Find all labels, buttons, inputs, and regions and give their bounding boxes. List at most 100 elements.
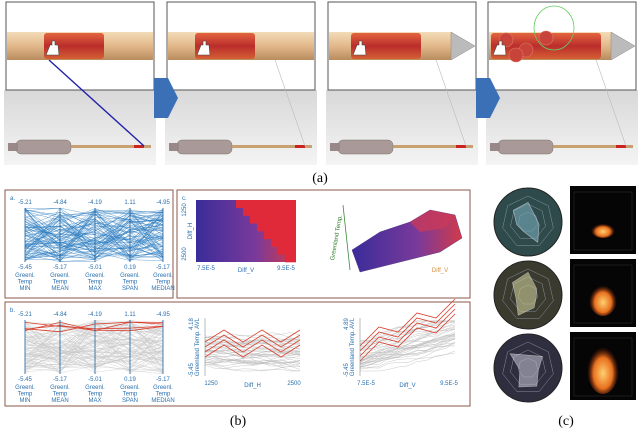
axis-label: Greenl. [50,385,70,391]
cell [498,32,514,48]
y-top: 1250 [182,203,188,217]
axis-min: -5.45 [18,265,32,271]
trace [204,336,301,349]
trace [204,356,301,365]
axis-label: MAX [88,398,101,404]
axis-min: -5.17 [53,377,67,383]
x-label: Diff_V [399,383,415,389]
trace [359,338,456,366]
cell [538,30,554,46]
trace [359,350,456,369]
radar-shape [512,202,540,243]
needle [553,145,633,148]
trace [359,342,456,368]
trace [359,320,456,356]
axis-label: MAX [88,286,101,292]
selected-trace [359,298,456,347]
y-label: Diff_H [188,223,194,240]
axis-max: -5.21 [18,312,32,318]
radar-shape [509,353,543,388]
needle [71,145,151,148]
axis-min: 0.19 [124,377,136,383]
axis-min: 0.19 [124,265,136,271]
hand-cursor [492,40,507,56]
trace [204,355,301,365]
axis-max: -4.95 [156,200,170,206]
panel-label: b. [10,308,15,314]
needle [232,145,312,148]
trace [359,338,456,362]
trace [204,342,301,350]
trace [204,361,301,372]
axis-label: Greenl. [15,385,35,391]
trace [359,329,456,362]
selected-trace [204,344,301,358]
axis-label: Greenl. [153,385,173,391]
needle-hot [616,145,626,148]
trace [359,335,456,362]
needle-hot [295,145,305,148]
axis-label: Temp [88,392,103,398]
radar-ring [502,341,554,392]
render-view [570,186,636,254]
panel-label: a. [10,196,15,202]
trace [204,356,301,365]
tube-tip [610,31,636,61]
axis-max: 1.11 [124,312,136,318]
panel-label: c. [182,196,187,202]
trace [204,350,301,360]
step-arrow [154,78,178,118]
heatmap-red [236,200,296,209]
step-arrow [476,78,500,118]
link-line [48,59,145,147]
probe-range [533,5,575,51]
link-line [274,59,306,147]
flame [587,342,619,394]
device-body [15,139,72,155]
axis-label: Temp [156,392,171,398]
trace [204,360,301,370]
axis-max: -4.95 [156,312,170,318]
radar-ring [502,268,554,319]
trace [204,358,301,365]
axis-min: -5.45 [18,377,32,383]
radar-ring [502,195,554,246]
axis-max: -4.19 [88,200,102,206]
y-bottom: -5.45 [344,363,350,377]
selected-trace [359,308,456,357]
axis-label: MEDIAN [151,398,174,404]
device-body [497,139,554,155]
y-bottom: -5.45 [189,363,195,377]
axis-label: Greenl. [85,273,105,279]
device-cap [169,143,179,151]
axis-label: MEDIAN [151,286,174,292]
axis-label: Temp [123,280,138,286]
needle-hot [134,145,144,148]
device-body [176,139,233,155]
z-axis [342,204,351,271]
trace [204,350,301,358]
trace [359,343,456,365]
axis-label: Temp [88,280,103,286]
trace [204,363,300,372]
flame [591,222,615,238]
hand-cursor [352,40,367,56]
device-body [337,139,394,155]
axis-max: -4.84 [53,312,67,318]
heatmap-red [271,238,296,247]
axis-max: -4.84 [53,200,67,206]
tube-tip [450,31,476,61]
cell [508,47,524,63]
heated-region [351,33,421,59]
trace [204,337,301,344]
render-box [573,337,633,397]
radar-shape [512,271,537,316]
trace [359,327,456,358]
link-line [435,59,467,147]
y-label: Greenland Temp. AVL [195,317,201,376]
axis-label: Temp [18,392,33,398]
selected-trace [359,313,456,362]
trace [204,341,301,350]
x-left: 7.5E-5 [357,381,375,387]
